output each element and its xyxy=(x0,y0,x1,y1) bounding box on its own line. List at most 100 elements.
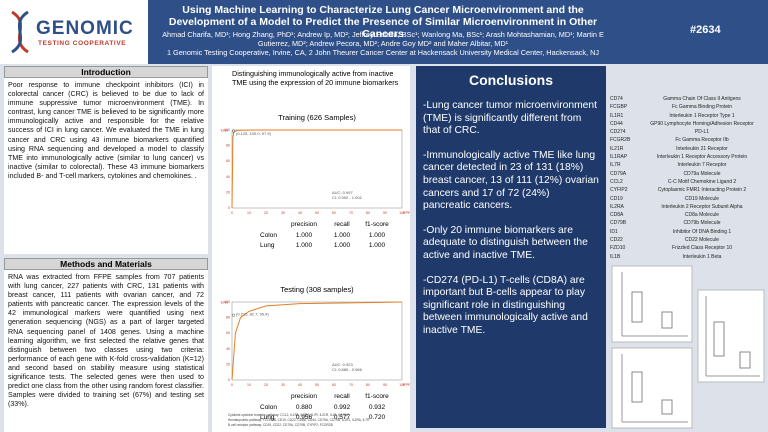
y-tick-label: 80 xyxy=(226,316,230,320)
x-tick-label: 100 xyxy=(399,211,405,215)
conclusions: Conclusions -Lung cancer tumor microenvi… xyxy=(416,66,606,428)
gene-row: CD22 CD22 Molecule xyxy=(610,237,766,243)
gene-table: CD74 Gamma Chain Of Class II Antigens FCGB… xyxy=(610,96,766,262)
table-header: precision xyxy=(291,393,317,400)
table-cell: 1.000 xyxy=(369,242,386,249)
roc-curve xyxy=(231,129,402,209)
footnote: Cytokine-cytokine receptor pathway: CCL2… xyxy=(228,413,349,417)
gene-symbol: IL1RAP xyxy=(610,154,628,161)
table-cell: 0.992 xyxy=(334,404,351,411)
gene-row: FCGBP Fc Gamma Binding Protein xyxy=(610,104,766,110)
gene-description: Interleukin 2 Receptor Subunit Alpha xyxy=(661,203,743,210)
table-cell: 1.000 xyxy=(334,242,351,249)
gene-row: CD79B CD79b Molecule xyxy=(610,220,766,226)
gene-description: CD22 Molecule xyxy=(684,237,720,244)
gene-symbol: FCGR2B xyxy=(610,137,631,144)
gene-description: Fc Gamma Binding Protein xyxy=(671,104,733,111)
poster-id: #2634 xyxy=(690,24,721,36)
y-axis-label: TPR xyxy=(220,300,228,305)
x-tick-label: 100 xyxy=(399,383,405,387)
x-tick-label: 90 xyxy=(383,211,387,215)
x-tick-label: 10 xyxy=(247,383,251,387)
y-axis-label: TPR xyxy=(220,128,228,133)
gene-description: Gamma Chain Of Class II Antigens xyxy=(663,96,741,102)
y-tick-label: 0 xyxy=(228,206,230,210)
conclusion-point: -CD274 (PD-L1) T-cells (CD8A) are import… xyxy=(423,274,588,336)
conclusion-point: -Lung cancer tumor microenvironment (TME… xyxy=(423,100,597,137)
table-header: recall xyxy=(334,393,350,400)
section-heading: Conclusions xyxy=(468,72,553,88)
conclusion-point: -Only 20 immune biomarkers are adequate … xyxy=(423,224,588,261)
gene-symbol: FCGBP xyxy=(610,104,628,111)
gene-description: Interleukin 1 Beta xyxy=(682,253,722,260)
gene-symbol: IL21R xyxy=(610,145,624,152)
logo-subtext: TESTING COOPERATIVE xyxy=(38,40,127,47)
roc-curve xyxy=(231,301,403,381)
x-tick-label: 40 xyxy=(298,383,302,387)
results-caption: Distinguishing immunologically active fr… xyxy=(232,69,399,87)
x-tick-label: 70 xyxy=(349,383,353,387)
gene-row: CD19 CD19 Molecule xyxy=(610,196,766,202)
gene-row: CD79A CD79a Molecule xyxy=(610,171,766,177)
table-row-label: Colon xyxy=(260,404,277,411)
x-tick-label: 50 xyxy=(315,211,319,215)
gene-description: Interleukin 7 Receptor xyxy=(677,162,727,169)
gene-row: ID1 Inhibitor Of DNA Binding 1 xyxy=(610,229,766,235)
plot-title: Testing (308 samples) xyxy=(280,285,354,294)
footnote: B cell receptor pathway: CD19, CD22, CD7… xyxy=(228,423,333,427)
table-cell: 0.932 xyxy=(369,404,386,411)
x-tick-label: 0 xyxy=(231,383,233,387)
gene-row: IL1RAP Interleukin 1 Receptor Accessory P… xyxy=(610,154,766,160)
y-tick-label: 20 xyxy=(226,190,230,194)
gene-symbol: FZD10 xyxy=(610,245,626,252)
x-tick-label: 60 xyxy=(332,211,336,215)
x-tick-label: 30 xyxy=(281,383,285,387)
logo: GENOMIC TESTING COOPERATIVE xyxy=(0,0,148,64)
roc-plots: Training (626 Samples) 0 10 20 30 40 50 60 70 80 9… xyxy=(220,113,410,427)
logo-text: GENOMIC xyxy=(36,18,134,39)
section-body: Poor response to immune checkpoint inhib… xyxy=(4,78,208,254)
point-label: (0.125, 100.0, 97.9) xyxy=(236,131,272,136)
table-cell: 0.880 xyxy=(296,404,313,411)
x-tick-label: 80 xyxy=(366,383,370,387)
x-tick-label: 70 xyxy=(349,211,353,215)
gene-row: IL1B Interleukin 1 Beta xyxy=(610,254,766,260)
y-tick-label: 20 xyxy=(226,362,230,366)
gene-symbol: IL1R1 xyxy=(610,112,624,119)
x-tick-label: 30 xyxy=(281,211,285,215)
gene-description: CD79b Molecule xyxy=(683,220,721,227)
gene-description: Frizzled Class Receptor 10 xyxy=(671,245,733,252)
gene-row: IL21R Interleukin 21 Receptor xyxy=(610,146,766,152)
x-tick-label: 10 xyxy=(247,211,251,215)
gene-symbol: CCL2 xyxy=(610,178,623,185)
gene-symbol: CD8A xyxy=(610,212,624,219)
y-tick-label: 0 xyxy=(228,378,230,382)
gene-symbol: ID1 xyxy=(610,228,618,235)
authors: Ahmad Charifa, MD¹; Hong Zhang, PhD¹; An… xyxy=(162,30,604,48)
x-axis-label: FPR xyxy=(403,382,410,387)
auc-label: AUC: 0.997 xyxy=(332,190,353,195)
table-header: f1-score xyxy=(365,221,389,228)
y-tick-label: 40 xyxy=(226,347,230,351)
table-cell: 0.577 xyxy=(334,414,351,421)
gene-symbol: CD79B xyxy=(610,220,627,227)
table-header: recall xyxy=(334,221,350,228)
gene-row: CCL2 C-C Motif Chemokine Ligand 2 xyxy=(610,179,766,185)
table-row-label: Colon xyxy=(260,232,277,239)
gene-symbol: CD79A xyxy=(610,170,627,177)
plot-title: Training (626 Samples) xyxy=(278,113,356,122)
gene-symbol: CYFIP2 xyxy=(610,187,628,194)
x-tick-label: 20 xyxy=(264,211,268,215)
x-tick-label: 50 xyxy=(315,383,319,387)
x-tick-label: 20 xyxy=(264,383,268,387)
table-row-label: Lung xyxy=(260,242,275,249)
gene-symbol: CD22 xyxy=(610,237,623,244)
gene-row: FZD10 Frizzled Class Receptor 10 xyxy=(610,245,766,251)
gene-description: CD8a Molecule xyxy=(684,212,720,219)
table-cell: 1.000 xyxy=(369,232,386,239)
gene-description: Interleukin 1 Receptor Type 1 xyxy=(669,112,735,119)
gene-symbol: CD19 xyxy=(610,195,623,202)
logo-helix xyxy=(11,10,29,54)
y-tick-label: 100 xyxy=(224,128,230,132)
